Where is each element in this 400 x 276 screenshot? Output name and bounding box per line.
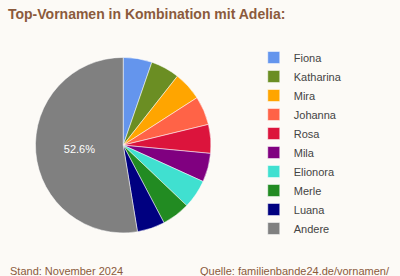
svg-text:Top-Vornamen in Kombination mi: Top-Vornamen in Kombination mit Adelia: (8, 6, 285, 22)
svg-text:Fiona: Fiona (294, 52, 322, 64)
svg-text:Elionora: Elionora (294, 166, 335, 178)
svg-text:Luana: Luana (294, 204, 325, 216)
svg-text:Mira: Mira (294, 90, 316, 102)
svg-text:Mila: Mila (294, 147, 315, 159)
svg-text:Stand: November 2024: Stand: November 2024 (10, 265, 123, 276)
svg-text:Johanna: Johanna (294, 109, 337, 121)
svg-text:Katharina: Katharina (294, 71, 342, 83)
svg-text:52.6%: 52.6% (64, 143, 95, 155)
svg-text:Rosa: Rosa (294, 128, 321, 140)
svg-text:Merle: Merle (294, 185, 322, 197)
svg-text:Quelle: familienbande24.de/vor: Quelle: familienbande24.de/vornamen/ (200, 265, 390, 276)
svg-text:Andere: Andere (294, 223, 329, 235)
